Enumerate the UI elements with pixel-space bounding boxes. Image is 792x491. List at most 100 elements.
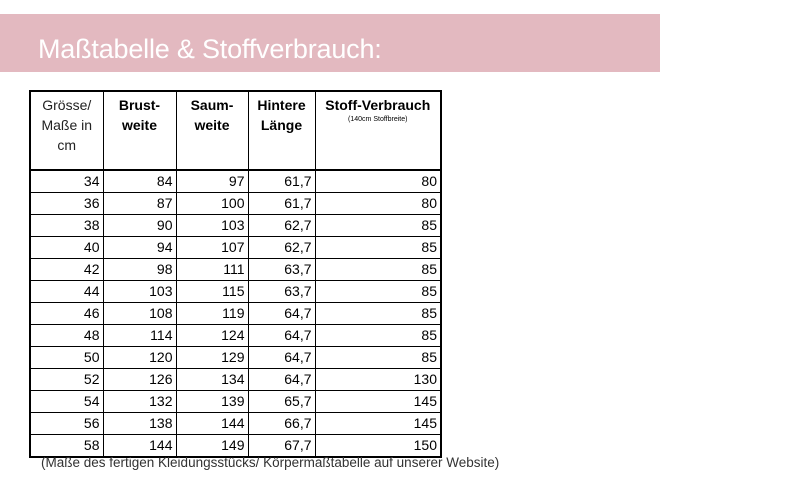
cell-brustweite: 114 <box>102 324 177 347</box>
title-banner: Maßtabelle & Stoffverbrauch: <box>0 14 660 72</box>
cell-saumweite: 124 <box>175 324 249 347</box>
header-saumweite: Saum- weite <box>175 90 249 171</box>
cell-brustweite: 120 <box>102 346 177 369</box>
header-size-line: cm <box>57 137 77 153</box>
cell-brustweite: 90 <box>102 214 177 237</box>
header-brust-line: weite <box>121 117 157 133</box>
table-row: 38 90 103 62,7 85 <box>29 214 442 237</box>
cell-saumweite: 100 <box>175 192 249 215</box>
cell-saumweite: 107 <box>175 236 249 259</box>
table-row: 58 144 149 67,7 150 <box>29 434 442 458</box>
table-row: 48 114 124 64,7 85 <box>29 324 442 347</box>
cell-brustweite: 144 <box>102 434 177 458</box>
header-size-line: Maße in <box>41 117 93 133</box>
cell-hintere-laenge: 64,7 <box>247 368 316 391</box>
table-row: 52 126 134 64,7 130 <box>29 368 442 391</box>
cell-hintere-laenge: 61,7 <box>247 192 316 215</box>
cell-stoffverbrauch: 85 <box>314 346 442 369</box>
cell-hintere-laenge: 66,7 <box>247 412 316 435</box>
table-row: 46 108 119 64,7 85 <box>29 302 442 325</box>
cell-size: 58 <box>29 434 104 458</box>
cell-stoffverbrauch: 130 <box>314 368 442 391</box>
cell-saumweite: 103 <box>175 214 249 237</box>
header-stoffverbrauch: Stoff-Verbrauch (140cm Stoffbreite) <box>314 90 442 171</box>
cell-size: 54 <box>29 390 104 413</box>
header-size: Grösse/ Maße in cm <box>29 90 104 171</box>
cell-saumweite: 97 <box>175 169 249 193</box>
page-title: Maßtabelle & Stoffverbrauch: <box>38 34 382 64</box>
table-body: 34 84 97 61,7 80 36 87 100 61,7 80 38 90 103 62,7 85 40… <box>29 169 442 458</box>
cell-size: 40 <box>29 236 104 259</box>
cell-saumweite: 149 <box>175 434 249 458</box>
cell-saumweite: 144 <box>175 412 249 435</box>
cell-stoffverbrauch: 150 <box>314 434 442 458</box>
cell-brustweite: 138 <box>102 412 177 435</box>
cell-size: 34 <box>29 169 104 193</box>
table-row: 36 87 100 61,7 80 <box>29 192 442 215</box>
header-hintere-laenge: Hintere Länge <box>247 90 316 171</box>
cell-size: 50 <box>29 346 104 369</box>
header-stoff-label: Stoff-Verbrauch <box>325 97 431 113</box>
cell-stoffverbrauch: 80 <box>314 192 442 215</box>
cell-stoffverbrauch: 85 <box>314 236 442 259</box>
header-brustweite: Brust- weite <box>102 90 177 171</box>
header-laenge-line: Länge <box>260 117 303 133</box>
cell-size: 48 <box>29 324 104 347</box>
cell-hintere-laenge: 61,7 <box>247 169 316 193</box>
cell-brustweite: 108 <box>102 302 177 325</box>
cell-size: 52 <box>29 368 104 391</box>
cell-hintere-laenge: 64,7 <box>247 346 316 369</box>
cell-saumweite: 129 <box>175 346 249 369</box>
cell-saumweite: 119 <box>175 302 249 325</box>
cell-hintere-laenge: 64,7 <box>247 324 316 347</box>
table-row: 34 84 97 61,7 80 <box>29 169 442 193</box>
cell-brustweite: 98 <box>102 258 177 281</box>
cell-hintere-laenge: 62,7 <box>247 236 316 259</box>
cell-size: 36 <box>29 192 104 215</box>
cell-hintere-laenge: 67,7 <box>247 434 316 458</box>
cell-stoffverbrauch: 85 <box>314 258 442 281</box>
header-saum-line: Saum- <box>190 97 234 113</box>
cell-stoffverbrauch: 145 <box>314 412 442 435</box>
cell-brustweite: 87 <box>102 192 177 215</box>
table-row: 56 138 144 66,7 145 <box>29 412 442 435</box>
cell-size: 42 <box>29 258 104 281</box>
table-row: 44 103 115 63,7 85 <box>29 280 442 303</box>
header-stoff-note: (140cm Stoffbreite) <box>348 116 408 123</box>
cell-stoffverbrauch: 80 <box>314 169 442 193</box>
cell-saumweite: 115 <box>175 280 249 303</box>
cell-brustweite: 103 <box>102 280 177 303</box>
cell-brustweite: 94 <box>102 236 177 259</box>
footnote: (Maße des fertigen Kleidungsstücks/ Körp… <box>41 455 500 470</box>
header-saum-line: weite <box>194 117 230 133</box>
cell-brustweite: 132 <box>102 390 177 413</box>
cell-size: 56 <box>29 412 104 435</box>
header-size-line: Grösse/ <box>42 97 92 113</box>
cell-hintere-laenge: 64,7 <box>247 302 316 325</box>
cell-hintere-laenge: 63,7 <box>247 280 316 303</box>
size-chart-table: Grösse/ Maße in cm Brust- weite Saum- we… <box>29 90 442 458</box>
cell-saumweite: 111 <box>175 258 249 281</box>
table-header-row: Grösse/ Maße in cm Brust- weite Saum- we… <box>29 90 442 171</box>
table-row: 50 120 129 64,7 85 <box>29 346 442 369</box>
cell-size: 44 <box>29 280 104 303</box>
table-row: 40 94 107 62,7 85 <box>29 236 442 259</box>
cell-saumweite: 134 <box>175 368 249 391</box>
cell-brustweite: 126 <box>102 368 177 391</box>
cell-brustweite: 84 <box>102 169 177 193</box>
cell-saumweite: 139 <box>175 390 249 413</box>
cell-size: 38 <box>29 214 104 237</box>
cell-stoffverbrauch: 145 <box>314 390 442 413</box>
cell-hintere-laenge: 63,7 <box>247 258 316 281</box>
cell-stoffverbrauch: 85 <box>314 324 442 347</box>
header-brust-line: Brust- <box>118 97 161 113</box>
cell-hintere-laenge: 62,7 <box>247 214 316 237</box>
cell-stoffverbrauch: 85 <box>314 302 442 325</box>
header-laenge-line: Hintere <box>257 97 306 113</box>
cell-stoffverbrauch: 85 <box>314 214 442 237</box>
cell-size: 46 <box>29 302 104 325</box>
table-row: 42 98 111 63,7 85 <box>29 258 442 281</box>
table-row: 54 132 139 65,7 145 <box>29 390 442 413</box>
cell-hintere-laenge: 65,7 <box>247 390 316 413</box>
